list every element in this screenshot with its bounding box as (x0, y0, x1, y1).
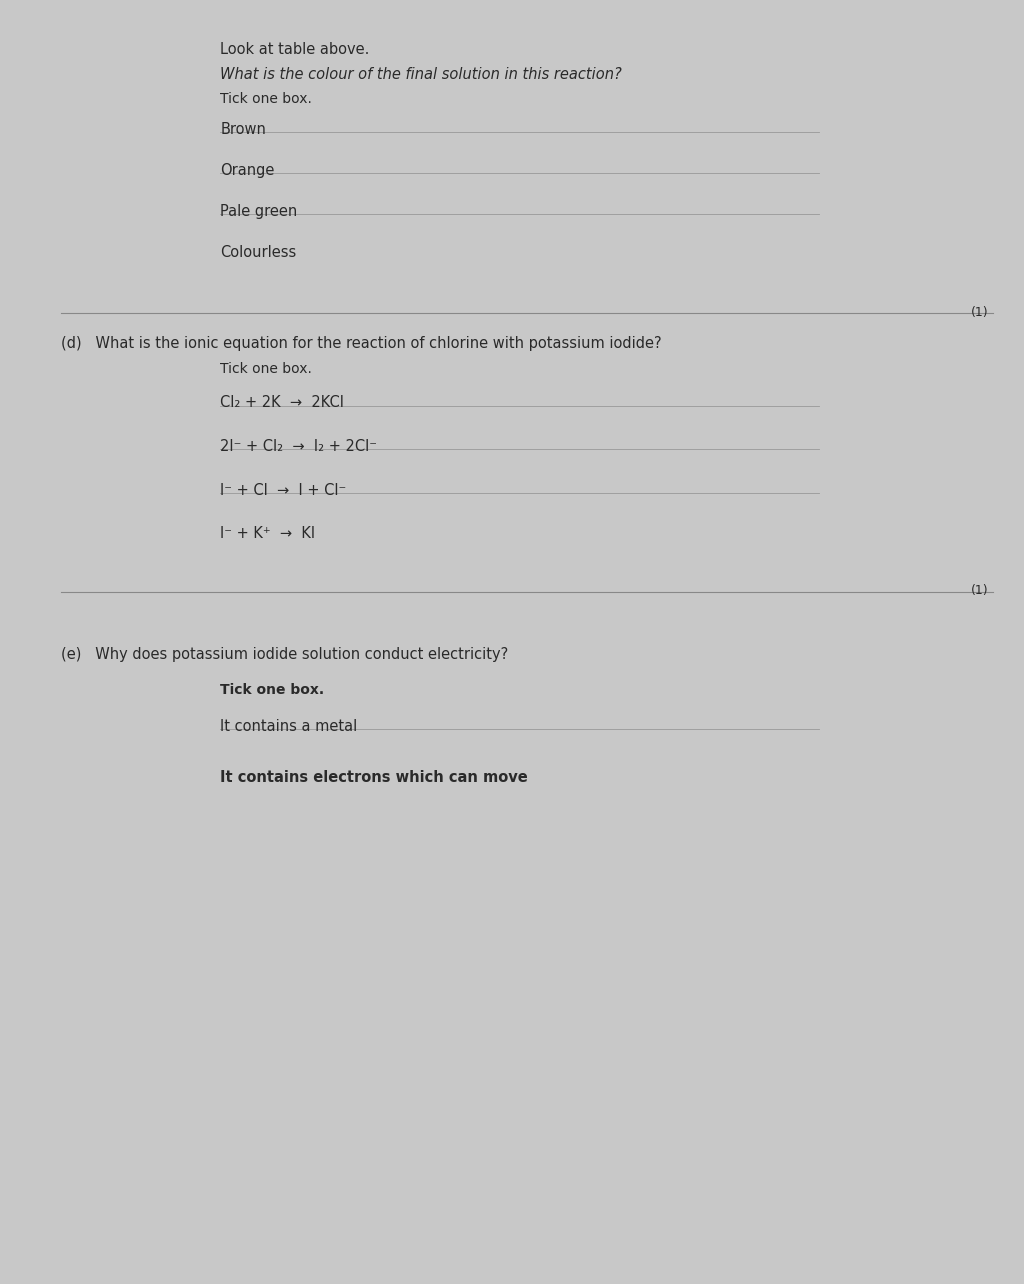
Text: Pale green: Pale green (220, 204, 297, 220)
Text: Colourless: Colourless (220, 245, 296, 261)
Text: Tick one box.: Tick one box. (220, 362, 312, 376)
Text: It contains a metal: It contains a metal (220, 719, 357, 734)
Text: (e)   Why does potassium iodide solution conduct electricity?: (e) Why does potassium iodide solution c… (61, 647, 509, 663)
Text: (d)   What is the ionic equation for the reaction of chlorine with potassium iod: (d) What is the ionic equation for the r… (61, 336, 663, 352)
Text: Brown: Brown (220, 122, 266, 137)
Text: (1): (1) (971, 584, 988, 597)
Text: What is the colour of the final solution in this reaction?: What is the colour of the final solution… (220, 67, 622, 82)
Text: I⁻ + Cl  →  I + Cl⁻: I⁻ + Cl → I + Cl⁻ (220, 483, 346, 498)
Text: Orange: Orange (220, 163, 274, 178)
Text: It contains electrons which can move: It contains electrons which can move (220, 770, 528, 786)
Text: I⁻ + K⁺  →  KI: I⁻ + K⁺ → KI (220, 526, 315, 542)
Text: Cl₂ + 2K  →  2KCl: Cl₂ + 2K → 2KCl (220, 395, 344, 411)
Text: Look at table above.: Look at table above. (220, 42, 370, 58)
Text: 2I⁻ + Cl₂  →  I₂ + 2Cl⁻: 2I⁻ + Cl₂ → I₂ + 2Cl⁻ (220, 439, 377, 455)
Text: (1): (1) (971, 306, 988, 318)
Text: Tick one box.: Tick one box. (220, 92, 312, 107)
Text: Tick one box.: Tick one box. (220, 683, 325, 697)
